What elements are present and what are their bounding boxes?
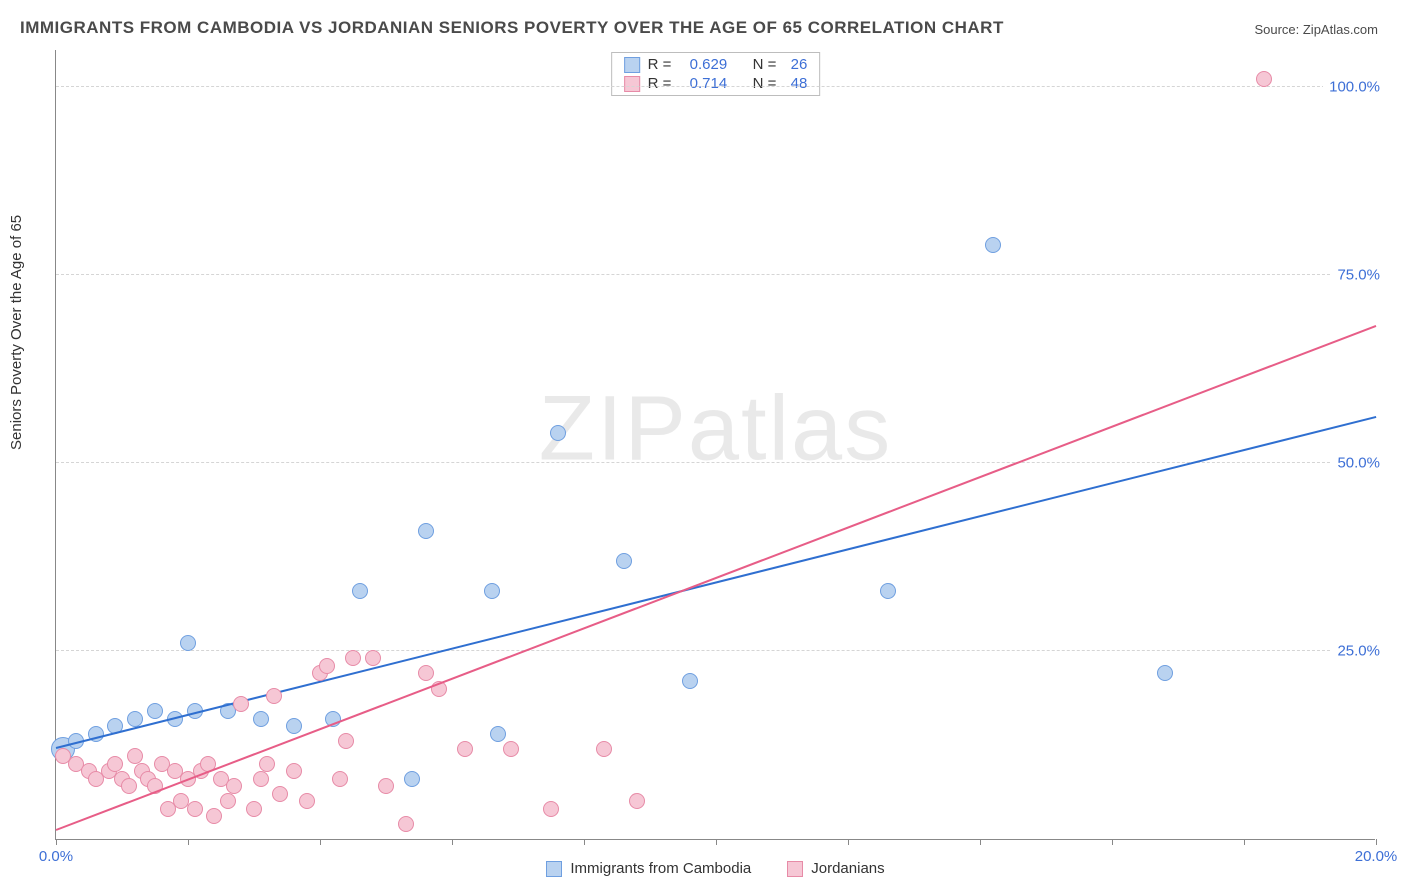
scatter-point bbox=[596, 741, 612, 757]
scatter-point bbox=[253, 711, 269, 727]
gridline bbox=[56, 650, 1375, 651]
scatter-point bbox=[180, 635, 196, 651]
scatter-point bbox=[484, 583, 500, 599]
legend-n-label: N = bbox=[753, 56, 783, 73]
legend-label: Immigrants from Cambodia bbox=[570, 860, 751, 877]
x-tick bbox=[980, 839, 981, 845]
gridline bbox=[56, 462, 1375, 463]
scatter-point bbox=[1256, 71, 1272, 87]
scatter-point bbox=[272, 786, 288, 802]
trend-line bbox=[56, 416, 1376, 749]
scatter-point bbox=[490, 726, 506, 742]
scatter-point bbox=[206, 808, 222, 824]
legend-n-value: 48 bbox=[791, 75, 808, 92]
scatter-point bbox=[543, 801, 559, 817]
scatter-point bbox=[107, 756, 123, 772]
scatter-point bbox=[259, 756, 275, 772]
scatter-point bbox=[418, 665, 434, 681]
scatter-point bbox=[253, 771, 269, 787]
y-tick-label: 50.0% bbox=[1331, 454, 1380, 471]
y-tick-label: 100.0% bbox=[1323, 78, 1380, 95]
scatter-point bbox=[127, 711, 143, 727]
source-prefix: Source: bbox=[1254, 22, 1302, 37]
legend-r-label: R = bbox=[648, 75, 682, 92]
x-tick bbox=[848, 839, 849, 845]
scatter-point bbox=[1157, 665, 1173, 681]
scatter-point bbox=[299, 793, 315, 809]
x-tick bbox=[1112, 839, 1113, 845]
scatter-point bbox=[319, 658, 335, 674]
scatter-point bbox=[121, 778, 137, 794]
scatter-point bbox=[220, 793, 236, 809]
scatter-point bbox=[503, 741, 519, 757]
legend-swatch bbox=[546, 861, 562, 877]
scatter-point bbox=[418, 523, 434, 539]
scatter-point bbox=[187, 801, 203, 817]
gridline bbox=[56, 86, 1375, 87]
y-tick-label: 75.0% bbox=[1331, 266, 1380, 283]
scatter-point bbox=[457, 741, 473, 757]
scatter-point bbox=[550, 425, 566, 441]
scatter-point bbox=[266, 688, 282, 704]
scatter-point bbox=[682, 673, 698, 689]
scatter-point bbox=[616, 553, 632, 569]
scatter-point bbox=[629, 793, 645, 809]
source-link[interactable]: ZipAtlas.com bbox=[1303, 22, 1378, 37]
scatter-point bbox=[398, 816, 414, 832]
scatter-point bbox=[332, 771, 348, 787]
x-tick bbox=[1244, 839, 1245, 845]
x-tick bbox=[320, 839, 321, 845]
legend-label: Jordanians bbox=[811, 860, 884, 877]
scatter-point bbox=[345, 650, 361, 666]
y-tick-label: 25.0% bbox=[1331, 642, 1380, 659]
scatter-plot-area: ZIPatlas R =0.629N =26R =0.714N =48 Immi… bbox=[55, 50, 1375, 840]
scatter-point bbox=[338, 733, 354, 749]
legend-n-value: 26 bbox=[791, 56, 808, 73]
x-tick bbox=[188, 839, 189, 845]
legend-row: R = 0.714 N = 48 bbox=[612, 74, 820, 93]
x-tick-label: 0.0% bbox=[39, 848, 73, 865]
legend-r-value: 0.629 bbox=[690, 56, 745, 73]
x-tick bbox=[716, 839, 717, 845]
legend-swatch bbox=[624, 76, 640, 92]
watermark-text: ZIPatlas bbox=[539, 376, 892, 481]
legend-r-label: R = bbox=[648, 56, 682, 73]
scatter-point bbox=[378, 778, 394, 794]
scatter-point bbox=[246, 801, 262, 817]
scatter-point bbox=[880, 583, 896, 599]
legend-swatch bbox=[624, 57, 640, 73]
scatter-point bbox=[365, 650, 381, 666]
scatter-point bbox=[233, 696, 249, 712]
scatter-point bbox=[286, 718, 302, 734]
scatter-point bbox=[404, 771, 420, 787]
scatter-point bbox=[352, 583, 368, 599]
correlation-legend: R = 0.629 N = 26 R = 0.714 N = 48 bbox=[611, 52, 821, 96]
scatter-point bbox=[127, 748, 143, 764]
x-tick bbox=[584, 839, 585, 845]
y-axis-label: Seniors Poverty Over the Age of 65 bbox=[8, 215, 25, 450]
scatter-point bbox=[985, 237, 1001, 253]
legend-swatch bbox=[787, 861, 803, 877]
legend-row: R = 0.629 N = 26 bbox=[612, 55, 820, 74]
legend-n-label: N = bbox=[753, 75, 783, 92]
trend-line bbox=[56, 325, 1377, 831]
source-attribution: Source: ZipAtlas.com bbox=[1254, 22, 1378, 37]
legend-item: Jordanians bbox=[787, 860, 884, 877]
gridline bbox=[56, 274, 1375, 275]
scatter-point bbox=[286, 763, 302, 779]
scatter-point bbox=[226, 778, 242, 794]
x-tick-label: 20.0% bbox=[1355, 848, 1398, 865]
legend-item: Immigrants from Cambodia bbox=[546, 860, 751, 877]
x-tick bbox=[1376, 839, 1377, 845]
x-tick bbox=[56, 839, 57, 845]
chart-title: IMMIGRANTS FROM CAMBODIA VS JORDANIAN SE… bbox=[20, 18, 1004, 38]
x-tick bbox=[452, 839, 453, 845]
series-legend: Immigrants from Cambodia Jordanians bbox=[56, 860, 1375, 877]
legend-r-value: 0.714 bbox=[690, 75, 745, 92]
scatter-point bbox=[147, 703, 163, 719]
